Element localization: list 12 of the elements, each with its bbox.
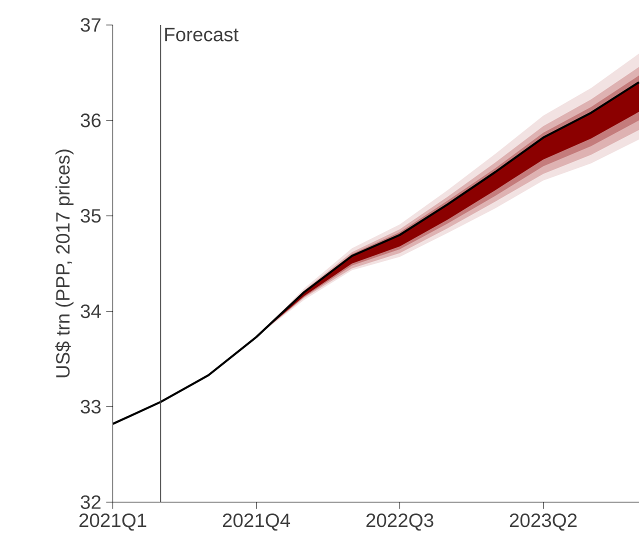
y-tick-label: 34: [80, 304, 101, 318]
annotation: Forecast: [165, 28, 239, 42]
y-tick-label: 32: [80, 495, 100, 509]
y-tick-label: 35: [80, 208, 101, 223]
x-tick-label: 2021Q4: [222, 513, 290, 531]
x-tick-label: 2023Q2: [510, 513, 577, 531]
x-tick-label: 2022Q3: [366, 513, 434, 531]
y-tick-label: 37: [80, 18, 100, 32]
y-tick-label: 36: [80, 114, 101, 128]
y-axis-title: US$ trn (PPP, 2017 prices): [55, 150, 74, 378]
y-tick-label: 33: [80, 400, 101, 414]
x-tick-label: 2021Q1: [79, 513, 146, 531]
